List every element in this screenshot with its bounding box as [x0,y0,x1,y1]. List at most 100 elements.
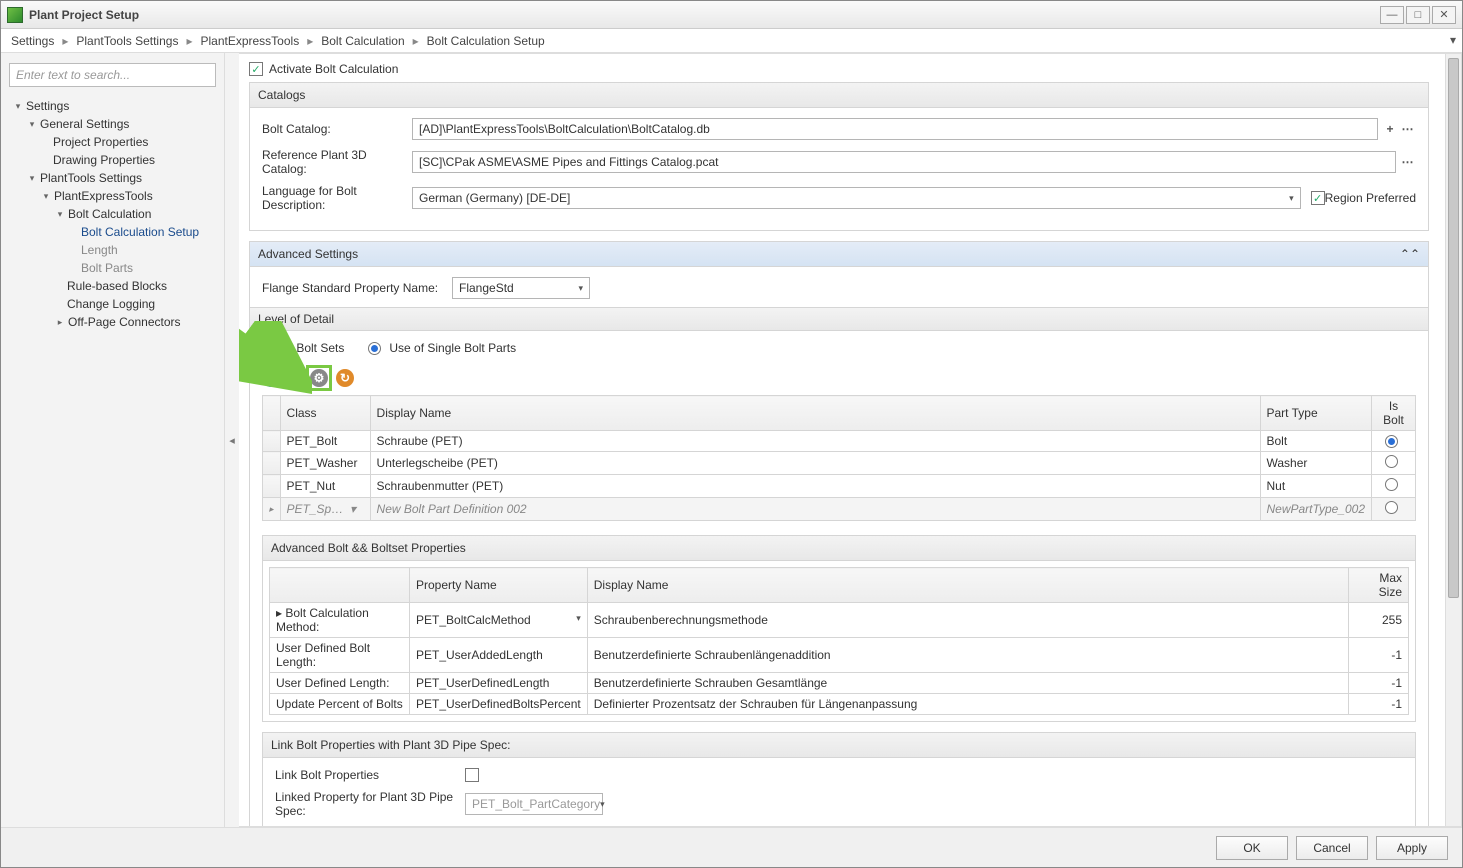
cell-dispname[interactable]: Benutzerdefinierte Schrauben Gesamtlänge [587,673,1348,694]
cell-maxsize[interactable]: -1 [1349,638,1409,673]
cell-dispname[interactable]: Definierter Prozentsatz der Schrauben fü… [587,694,1348,715]
cell-dispname[interactable]: Benutzerdefinierte Schraubenlängenadditi… [587,638,1348,673]
col-dispname[interactable]: Display Name [587,568,1348,603]
crumb-2[interactable]: PlantExpressTools [200,34,299,48]
delete-row-icon[interactable]: ✕ [284,369,302,387]
breadcrumb-dropdown-icon[interactable]: ▾ [1450,33,1456,47]
region-checkbox[interactable]: ✓ [1311,191,1325,205]
cell-dispname[interactable]: Schraubenberechnungsmethode [587,603,1348,638]
crumb-sep: ▸ [307,34,313,48]
lod-header: Level of Detail [250,307,1428,331]
cell-display[interactable]: Unterlegscheibe (PET) [370,452,1260,475]
main-window: Plant Project Setup — □ ✕ Settings▸ Plan… [0,0,1463,868]
link-props-checkbox[interactable] [465,768,479,782]
refresh-icon[interactable]: ↻ [336,369,354,387]
tree-planttools[interactable]: ▾PlantTools Settings [9,169,216,187]
cell-is-bolt[interactable] [1372,498,1416,521]
tree-drawing-props[interactable]: Drawing Properties [9,151,216,169]
crumb-1[interactable]: PlantTools Settings [76,34,178,48]
minimize-button[interactable]: — [1380,6,1404,24]
crumb-3[interactable]: Bolt Calculation [321,34,404,48]
bolt-catalog-row: Bolt Catalog: [AD]\PlantExpressTools\Bol… [262,118,1416,140]
advanced-header[interactable]: Advanced Settings ⌃⌃ [250,242,1428,267]
maximize-button[interactable]: □ [1406,6,1430,24]
tree-pet[interactable]: ▾PlantExpressTools [9,187,216,205]
collapse-icon: ⌃⌃ [1400,247,1420,261]
adv-props-grid[interactable]: Property Name Display Name Max Size ▸ Bo… [269,567,1409,715]
cell-part-type[interactable]: Washer [1260,452,1372,475]
tree-rule-blocks[interactable]: Rule-based Blocks [9,277,216,295]
ref-catalog-input[interactable]: [SC]\CPak ASME\ASME Pipes and Fittings C… [412,151,1396,173]
radio-single-label: Use of Single Bolt Parts [389,341,516,355]
linked-prop-value: PET_Bolt_PartCategory [472,797,600,811]
cell-class[interactable]: PET_Sp… ▾ [280,498,370,521]
close-button[interactable]: ✕ [1432,6,1456,24]
tree-project-props[interactable]: Project Properties [9,133,216,151]
cell-maxsize[interactable]: -1 [1349,694,1409,715]
crumb-0[interactable]: Settings [11,34,54,48]
col-display[interactable]: Display Name [370,396,1260,431]
radio-icon [1385,478,1398,491]
radio-bolt-sets[interactable]: of Bolt Sets [262,341,344,355]
search-input[interactable]: Enter text to search... [9,63,216,87]
bolt-catalog-label: Bolt Catalog: [262,122,412,136]
browse-ref-icon[interactable]: ⋯ [1400,151,1416,173]
activate-checkbox[interactable]: ✓ [249,62,263,76]
col-class[interactable]: Class [280,396,370,431]
vertical-scrollbar[interactable] [1445,54,1461,826]
tree-settings[interactable]: ▾Settings [9,97,216,115]
flange-combo[interactable]: FlangeStd ▾ [452,277,590,299]
grid-toolbar: + ✕ ⚙ ↻ [262,365,1416,391]
tree-general[interactable]: ▾General Settings [9,115,216,133]
ok-button[interactable]: OK [1216,836,1288,860]
splitter[interactable]: ◂ [225,53,239,827]
linked-prop-label: Linked Property for Plant 3D Pipe Spec: [275,790,465,818]
link-props-row: Link Bolt Properties [275,768,1403,782]
cancel-button[interactable]: Cancel [1296,836,1368,860]
parts-grid[interactable]: Class Display Name Part Type Is Bolt PET… [262,395,1416,521]
tree-bolt-calc[interactable]: ▾Bolt Calculation [9,205,216,223]
cell-is-bolt[interactable] [1372,475,1416,498]
cell-display[interactable]: New Bolt Part Definition 002 [370,498,1260,521]
radio-sets-label: of Bolt Sets [283,341,344,355]
cell-propname[interactable]: PET_UserDefinedBoltsPercent [410,694,588,715]
cell-is-bolt[interactable] [1372,431,1416,452]
cell-part-type[interactable]: NewPartType_002 [1260,498,1372,521]
cell-is-bolt[interactable] [1372,452,1416,475]
crumb-4[interactable]: Bolt Calculation Setup [427,34,545,48]
cell-propname[interactable]: PET_BoltCalcMethod ▾ [410,603,588,638]
cell-display[interactable]: Schraube (PET) [370,431,1260,452]
col-part-type[interactable]: Part Type [1260,396,1372,431]
add-row-icon[interactable]: + [262,369,280,387]
chevron-down-icon: ▾ [600,799,605,810]
col-is-bolt[interactable]: Is Bolt [1372,396,1416,431]
configure-icon[interactable]: ⚙ [310,369,328,387]
cell-propname[interactable]: PET_UserDefinedLength [410,673,588,694]
cell-part-type[interactable]: Bolt [1260,431,1372,452]
bolt-catalog-input[interactable]: [AD]\PlantExpressTools\BoltCalculation\B… [412,118,1378,140]
cell-part-type[interactable]: Nut [1260,475,1372,498]
apply-button[interactable]: Apply [1376,836,1448,860]
cell-class[interactable]: PET_Washer [280,452,370,475]
cell-maxsize[interactable]: -1 [1349,673,1409,694]
radio-single-parts[interactable]: Use of Single Bolt Parts [368,341,516,355]
crumb-sep: ▸ [186,34,192,48]
col-maxsize[interactable]: Max Size [1349,568,1409,603]
cell-maxsize[interactable]: 255 [1349,603,1409,638]
lang-combo[interactable]: German (Germany) [DE-DE] ▾ [412,187,1301,209]
tree-change-log[interactable]: Change Logging [9,295,216,313]
scrollbar-thumb[interactable] [1448,58,1459,598]
tree-bolt-setup[interactable]: Bolt Calculation Setup [9,223,216,241]
tree-offpage[interactable]: ▸Off-Page Connectors [9,313,216,331]
col-propname[interactable]: Property Name [410,568,588,603]
cell-class[interactable]: PET_Nut [280,475,370,498]
tree-bolt-parts[interactable]: Bolt Parts [9,259,216,277]
tree-length[interactable]: Length [9,241,216,259]
browse-catalog-icon[interactable]: ⋯ [1400,118,1416,140]
cell-class[interactable]: PET_Bolt [280,431,370,452]
cell-label: User Defined Bolt Length: [270,638,410,673]
add-catalog-icon[interactable]: + [1382,118,1398,140]
cell-propname[interactable]: PET_UserAddedLength [410,638,588,673]
cell-display[interactable]: Schraubenmutter (PET) [370,475,1260,498]
main-scroll: ✓ Activate Bolt Calculation Catalogs Bol… [239,54,1445,826]
